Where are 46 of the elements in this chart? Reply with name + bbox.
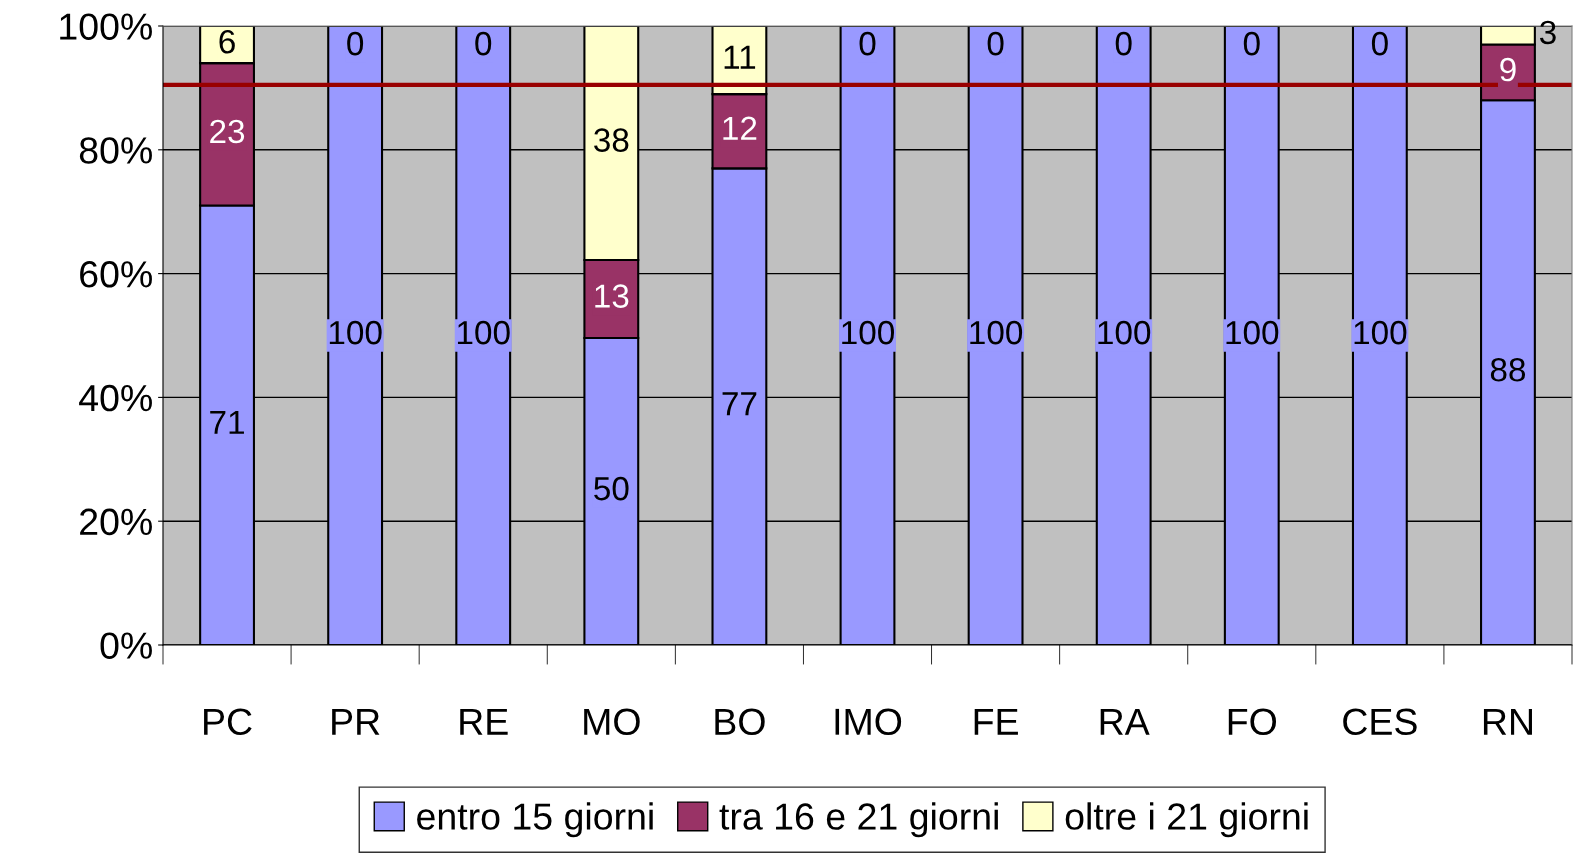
data-label: 12	[723, 116, 757, 140]
data-label: 88	[1490, 357, 1526, 382]
data-label: 50	[594, 476, 629, 501]
data-label: 100	[970, 320, 1023, 345]
y-tick-label: 40%	[79, 384, 152, 412]
data-label: 13	[595, 284, 629, 308]
x-tick-label: PC	[204, 708, 252, 736]
x-tick-label: PR	[332, 708, 380, 735]
x-tick-label: IMO	[835, 708, 902, 736]
x-tick-label: RN	[1483, 708, 1532, 735]
data-label: 100	[329, 320, 382, 345]
y-tick-label: 100%	[60, 13, 152, 40]
data-label: 71	[210, 410, 244, 434]
data-label: 100	[842, 320, 895, 345]
legend-label: entro 15 giorni	[417, 802, 653, 838]
data-label: 3	[1539, 20, 1556, 45]
data-label: 9	[1500, 57, 1516, 82]
data-label: 100	[1098, 320, 1151, 345]
y-tick-label: 80%	[79, 137, 152, 164]
x-tick-label: MO	[584, 708, 640, 736]
x-tick-label: FO	[1228, 708, 1277, 736]
data-label: 0	[1371, 31, 1388, 56]
data-label: 23	[210, 119, 245, 144]
data-label: 0	[475, 31, 492, 56]
data-label: 100	[1226, 320, 1279, 345]
data-label: 0	[987, 31, 1004, 56]
data-label: 0	[1115, 31, 1132, 56]
x-tick-label: FE	[974, 708, 1018, 735]
x-tick-label: BO	[715, 708, 765, 736]
data-label: 77	[722, 392, 757, 416]
y-tick-label: 20%	[80, 508, 152, 536]
data-label: 0	[347, 31, 364, 56]
data-label: 6	[219, 29, 235, 54]
data-label: 100	[1354, 320, 1407, 345]
data-label: 11	[724, 45, 756, 69]
x-tick-label: CES	[1343, 708, 1417, 736]
legend-label: tra 16 e 21 giorni	[719, 802, 998, 838]
y-tick-label: 0%	[100, 632, 152, 659]
y-tick-label: 60%	[80, 261, 152, 288]
data-label: 38	[594, 128, 629, 152]
data-label: 0	[859, 31, 876, 56]
x-tick-label: RA	[1100, 708, 1150, 735]
data-label: 100	[457, 320, 510, 345]
data-label: 0	[1243, 31, 1260, 56]
x-tick-label: RE	[460, 708, 508, 735]
legend-label: oltre i 21 giorni	[1065, 802, 1308, 838]
